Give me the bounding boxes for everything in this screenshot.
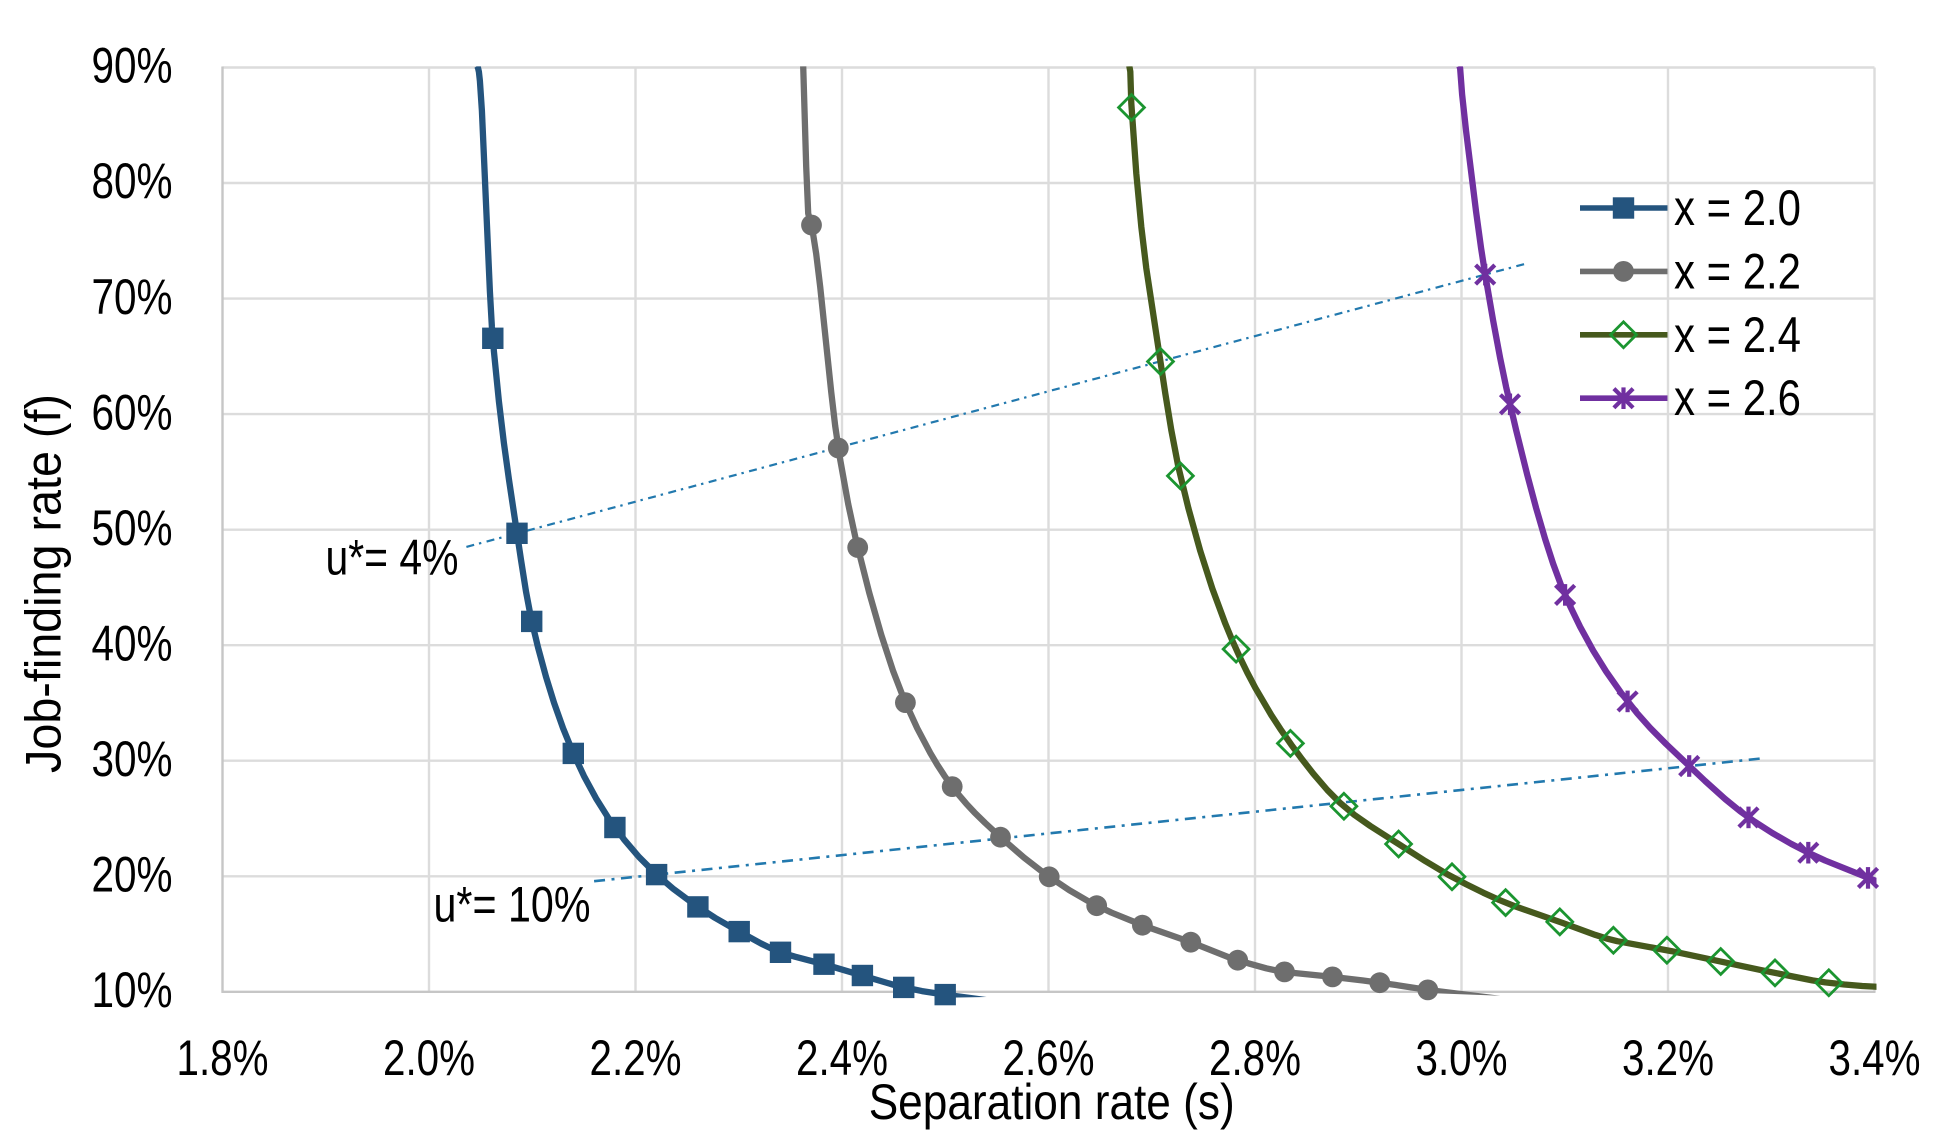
- svg-text:90%: 90%: [92, 38, 173, 94]
- svg-text:u*= 4%: u*= 4%: [326, 530, 459, 586]
- svg-text:10%: 10%: [92, 962, 173, 1018]
- svg-text:2.2%: 2.2%: [590, 1030, 682, 1086]
- svg-text:3.0%: 3.0%: [1416, 1030, 1508, 1086]
- svg-text:20%: 20%: [92, 847, 173, 903]
- svg-text:80%: 80%: [92, 153, 173, 209]
- svg-text:60%: 60%: [92, 384, 173, 440]
- svg-text:Job-finding rate (f): Job-finding rate (f): [16, 394, 72, 773]
- svg-text:1.8%: 1.8%: [177, 1030, 269, 1086]
- svg-text:40%: 40%: [92, 615, 173, 671]
- svg-text:x = 2.2: x = 2.2: [1674, 243, 1801, 299]
- svg-text:70%: 70%: [92, 269, 173, 325]
- svg-text:2.8%: 2.8%: [1209, 1030, 1301, 1086]
- svg-text:Separation rate (s): Separation rate (s): [869, 1074, 1235, 1130]
- svg-text:u*= 10%: u*= 10%: [434, 877, 591, 933]
- svg-text:x = 2.6: x = 2.6: [1674, 370, 1801, 426]
- svg-text:50%: 50%: [92, 500, 173, 556]
- svg-text:2.6%: 2.6%: [1003, 1030, 1095, 1086]
- svg-text:2.4%: 2.4%: [796, 1030, 888, 1086]
- svg-text:3.2%: 3.2%: [1622, 1030, 1714, 1086]
- svg-text:2.0%: 2.0%: [383, 1030, 475, 1086]
- svg-text:x = 2.0: x = 2.0: [1674, 180, 1801, 236]
- svg-text:30%: 30%: [92, 731, 173, 787]
- svg-text:3.4%: 3.4%: [1829, 1030, 1921, 1086]
- svg-text:x = 2.4: x = 2.4: [1674, 307, 1801, 363]
